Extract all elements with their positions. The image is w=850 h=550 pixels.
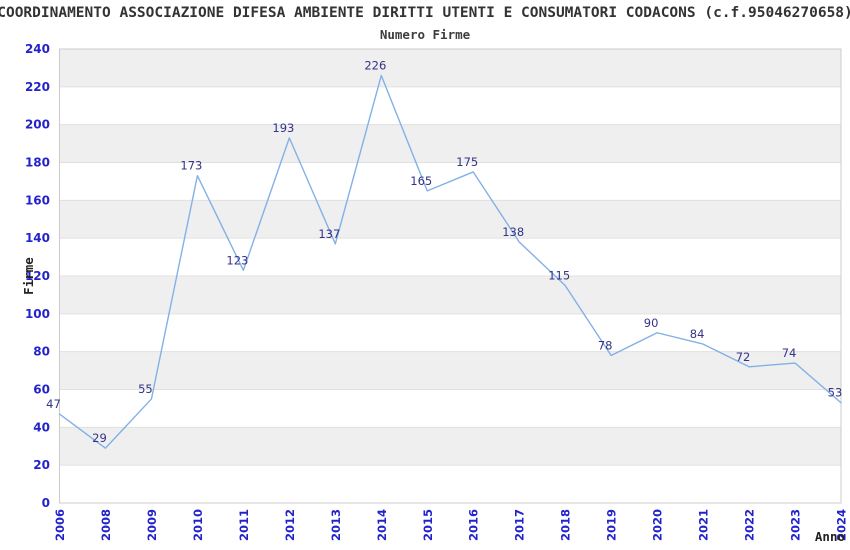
data-label: 29 bbox=[92, 431, 107, 445]
y-tick-label: 20 bbox=[33, 458, 50, 472]
plot-band bbox=[59, 49, 841, 87]
x-tick-label: 2015 bbox=[421, 509, 435, 541]
x-tick-label: 2021 bbox=[697, 509, 711, 541]
data-label: 137 bbox=[318, 227, 340, 241]
x-tick-label: 2017 bbox=[513, 509, 527, 541]
x-tick-label: 2012 bbox=[283, 509, 297, 541]
x-tick-label: 2009 bbox=[145, 509, 159, 541]
data-label: 72 bbox=[736, 350, 751, 364]
plot-band bbox=[59, 238, 841, 276]
x-tick-label: 2016 bbox=[467, 509, 481, 541]
chart-title: COORDINAMENTO ASSOCIAZIONE DIFESA AMBIEN… bbox=[0, 5, 850, 21]
y-tick-label: 0 bbox=[42, 496, 50, 510]
y-tick-label: 160 bbox=[25, 193, 50, 207]
y-axis-title: Firme bbox=[21, 257, 36, 295]
y-tick-label: 60 bbox=[33, 383, 50, 397]
x-tick-label: 2022 bbox=[743, 509, 757, 541]
x-tick-label: 2008 bbox=[99, 509, 113, 541]
data-label: 123 bbox=[226, 253, 248, 267]
y-tick-label: 140 bbox=[25, 231, 50, 245]
y-tick-label: 100 bbox=[25, 307, 50, 321]
chart-subtitle: Numero Firme bbox=[379, 27, 471, 42]
y-tick-label: 120 bbox=[25, 269, 50, 283]
data-label: 90 bbox=[644, 316, 659, 330]
plot-band bbox=[59, 427, 841, 466]
data-label: 226 bbox=[364, 58, 386, 72]
x-tick-label: 2020 bbox=[651, 509, 665, 541]
plot-band bbox=[59, 276, 841, 314]
y-tick-label: 180 bbox=[25, 156, 50, 170]
plot-border bbox=[59, 48, 842, 504]
series-line bbox=[58, 74, 842, 449]
x-tick-label: 2011 bbox=[237, 509, 251, 541]
data-label: 47 bbox=[46, 397, 61, 411]
plot-band bbox=[59, 313, 841, 352]
plot-band bbox=[59, 465, 841, 503]
data-label: 193 bbox=[272, 121, 294, 135]
y-tick-label: 200 bbox=[25, 118, 50, 132]
y-tick-label: 220 bbox=[25, 80, 50, 94]
y-tick-label: 40 bbox=[33, 420, 50, 434]
x-tick-label: 2024 bbox=[835, 509, 849, 541]
data-label: 115 bbox=[548, 268, 570, 282]
x-tick-label: 2018 bbox=[559, 509, 573, 541]
plot-band bbox=[59, 389, 841, 428]
plot-band bbox=[59, 86, 841, 125]
y-tick-label: 240 bbox=[25, 42, 50, 56]
plot-band bbox=[59, 351, 841, 390]
data-label: 78 bbox=[598, 338, 613, 352]
x-tick-label: 2006 bbox=[53, 509, 67, 541]
plot-band bbox=[59, 200, 841, 239]
x-tick-label: 2023 bbox=[789, 509, 803, 541]
x-axis-title: Anno bbox=[815, 529, 845, 544]
plot-band bbox=[59, 124, 841, 163]
data-label: 138 bbox=[502, 225, 524, 239]
x-tick-label: 2014 bbox=[375, 509, 389, 541]
data-label: 74 bbox=[782, 346, 797, 360]
data-label: 173 bbox=[180, 159, 202, 173]
data-label: 53 bbox=[828, 386, 843, 400]
x-tick-label: 2019 bbox=[605, 509, 619, 541]
x-tick-label: 2013 bbox=[329, 509, 343, 541]
data-label: 175 bbox=[456, 155, 478, 169]
x-tick-label: 2010 bbox=[191, 509, 205, 541]
data-label: 84 bbox=[690, 327, 705, 341]
data-label: 55 bbox=[138, 382, 153, 396]
y-tick-label: 80 bbox=[33, 345, 50, 359]
data-label: 165 bbox=[410, 174, 432, 188]
